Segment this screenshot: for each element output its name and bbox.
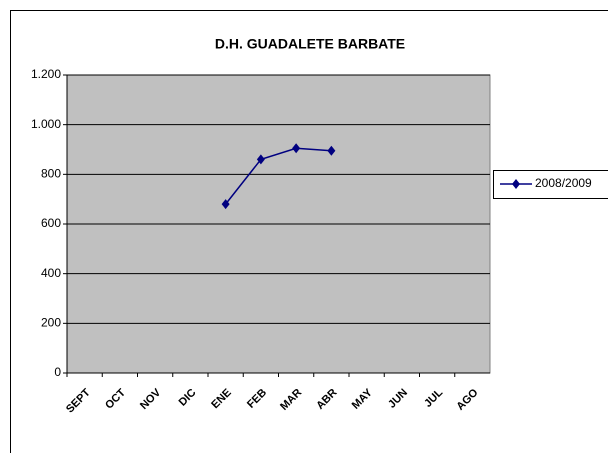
point — [292, 143, 301, 154]
y-tick-label: 400 — [41, 266, 61, 280]
y-tick-label: 1.200 — [31, 67, 61, 81]
series-line — [225, 147, 332, 205]
chart-title: D.H. GUADALETE BARBATE — [215, 36, 405, 52]
legend-marker — [512, 179, 520, 189]
point — [256, 154, 265, 165]
y-tick-label: 0 — [54, 365, 61, 379]
point — [221, 199, 230, 210]
point — [327, 145, 336, 156]
y-tick-label: 200 — [41, 316, 61, 330]
y-tick-label: 600 — [41, 216, 61, 230]
y-tick-label: 800 — [41, 167, 61, 181]
y-tick-label: 1.000 — [31, 117, 61, 131]
legend-label: 2008/2009 — [535, 176, 592, 190]
